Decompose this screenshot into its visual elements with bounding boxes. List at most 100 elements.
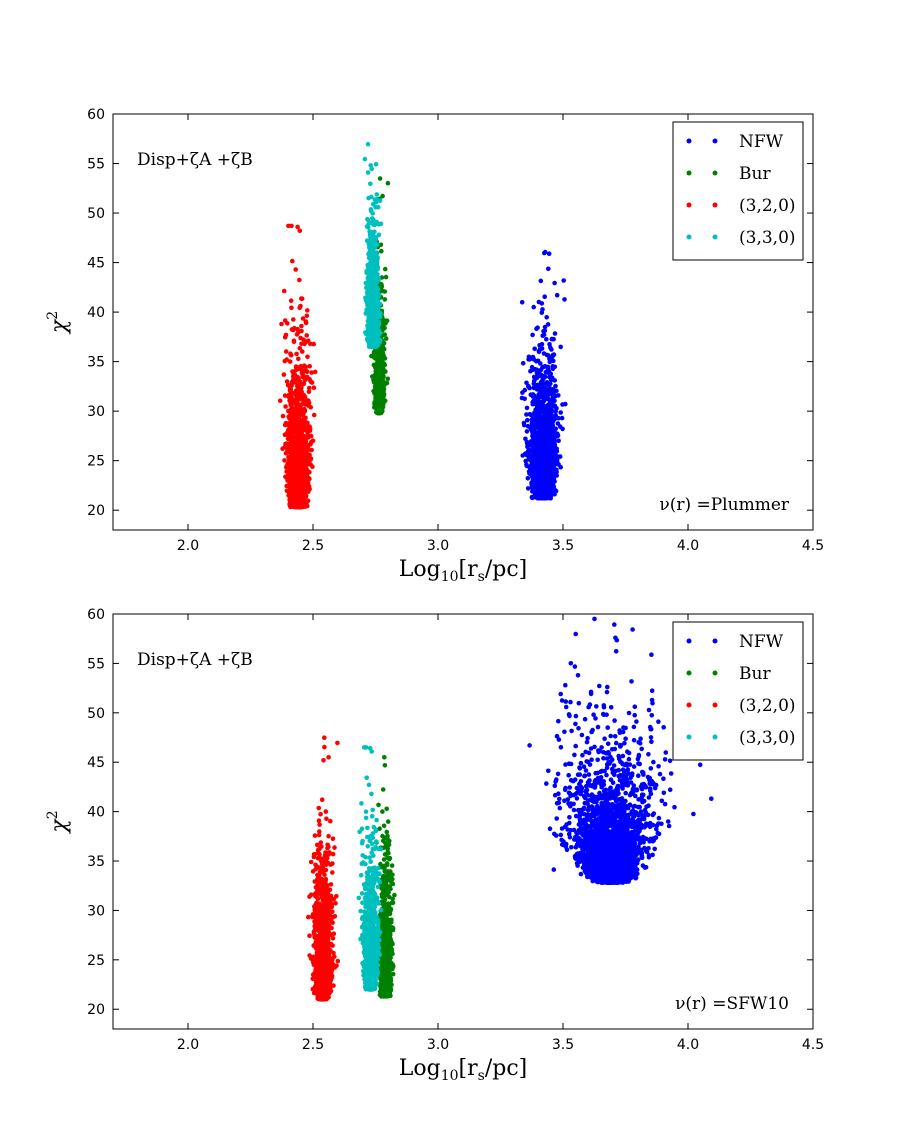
data-point [548,471,554,476]
data-point [383,274,389,280]
data-point [297,277,302,283]
data-point [304,313,310,319]
data-point [536,399,542,404]
data-point [535,325,540,331]
data-point [299,323,304,329]
data-point [522,387,528,393]
data-point [378,387,384,392]
data-point [537,416,542,422]
data-point [279,321,284,327]
data-point [382,266,388,272]
data-point [540,365,545,370]
data-point [551,358,556,364]
data-point [374,402,380,408]
data-point [530,332,535,338]
data-point [299,341,304,347]
data-point [544,336,549,342]
data-point [540,433,545,439]
data-point [525,423,531,429]
data-point [524,405,530,411]
data-point [556,415,561,421]
data-point [528,427,534,432]
data-point [552,378,557,383]
data-point [382,289,388,294]
panel-1: 2.0 2.5 3.0 3.5 4.0 4.5202530354045505560Log1… [45,107,824,585]
data-point [549,347,554,352]
data-point [519,300,525,305]
data-point [545,402,551,408]
data-point [542,249,548,255]
data-point [530,394,536,399]
data-point [546,251,552,256]
data-point [540,405,546,411]
data-point [526,384,531,389]
data-point [554,457,560,462]
data-point [544,494,550,499]
data-point [532,463,537,469]
data-point [282,335,288,340]
data-point [550,484,555,490]
data-point [550,398,555,404]
scatter-points [277,141,568,510]
data-point [558,464,563,470]
data-point [377,409,383,414]
data-point [555,433,561,438]
data-point [543,472,548,478]
data-point [304,333,310,338]
data-point [549,389,554,395]
data-point [311,412,317,418]
data-point [379,370,385,375]
data-point [305,308,310,313]
data-point [533,407,538,412]
data-point [545,487,551,493]
data-point [542,416,548,422]
data-point [379,248,384,254]
data-point [559,415,565,421]
data-point [556,438,561,444]
data-point [547,386,552,391]
data-point [539,487,545,493]
data-point [542,452,547,458]
data-point [544,315,549,320]
data-point [549,424,555,430]
data-point [552,280,557,286]
data-point [550,418,556,424]
data-point [371,351,377,357]
data-point [543,369,549,375]
data-point [544,352,550,358]
data-point [289,305,294,311]
data-point [560,402,565,407]
data-point [553,383,558,389]
data-point [542,441,547,447]
data-point [531,374,537,380]
data-point [519,395,525,401]
data-point [375,370,380,376]
data-point [532,397,538,403]
data-point [561,278,566,283]
data-point [529,468,534,474]
data-point [385,376,391,382]
data-point [555,421,561,426]
data-point [533,450,539,456]
data-point [376,366,382,372]
data-point [531,304,536,310]
data-point [554,473,559,478]
data-point [535,382,540,388]
data-point [535,358,541,364]
data-point [520,361,526,366]
data-point [526,454,532,460]
series-nfw [519,249,568,501]
data-point [545,426,550,432]
data-point [533,457,539,462]
data-point [540,390,545,395]
data-point [538,278,544,284]
data-point [550,352,556,358]
data-point [536,495,542,501]
data-point [530,367,536,373]
data-point [558,410,563,415]
data-point [552,445,558,450]
data-point [541,329,546,334]
data-point [551,440,557,446]
data-point [552,364,558,370]
